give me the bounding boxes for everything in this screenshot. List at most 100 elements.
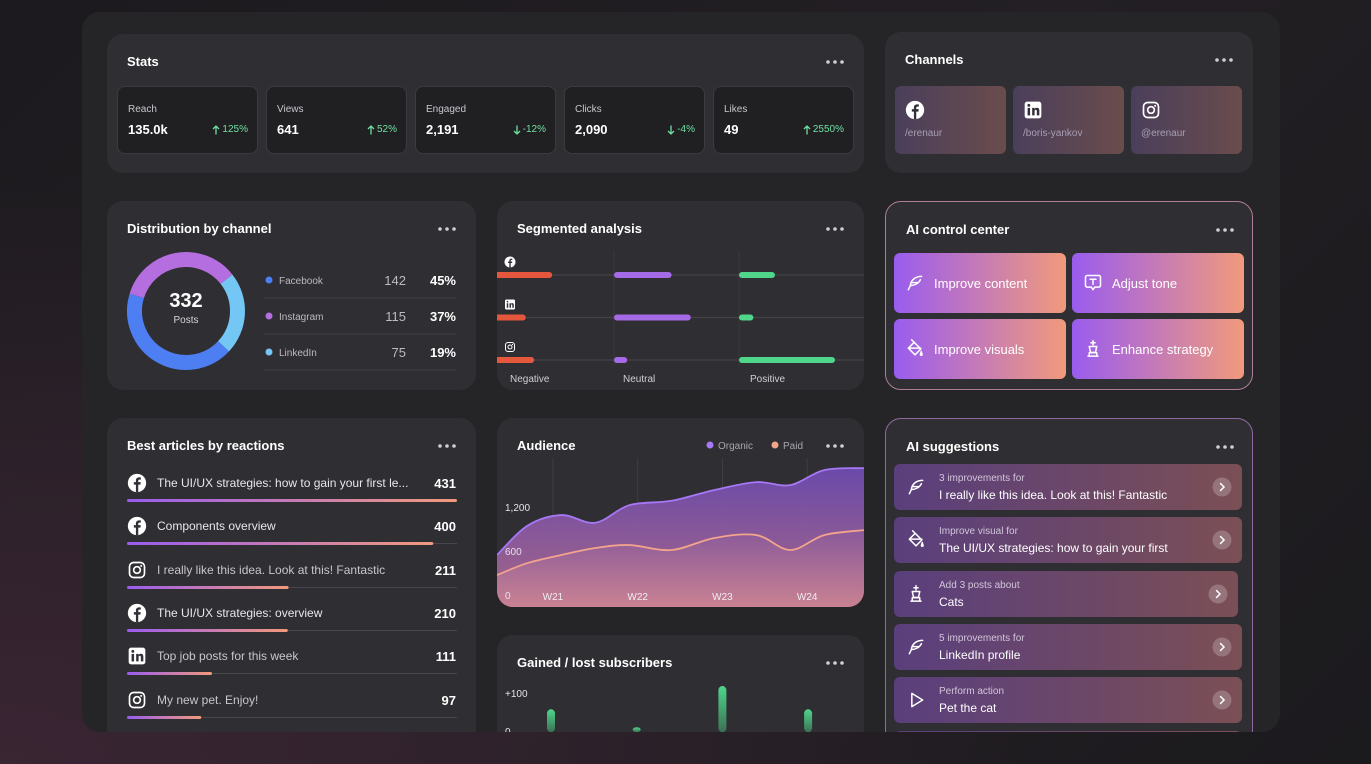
ai-action-button[interactable]: Adjust tone [1072,253,1244,313]
suggestion-item[interactable]: 3 improvements for I really like this ide… [894,464,1242,510]
menu-dot [833,60,837,64]
channel-share: 45% [430,273,456,288]
bar [804,709,813,732]
more-menu[interactable] [825,443,845,449]
sentiment-bar [614,314,691,321]
article-count: 211 [435,562,456,578]
more-menu[interactable] [1215,227,1235,233]
icon-shape [910,584,922,602]
action-label: Enhance strategy [1112,342,1214,357]
article-bar-wrap [127,672,457,676]
suggestion-item[interactable]: Perform action Pet the cat [894,677,1242,724]
more-menu[interactable] [437,443,457,449]
stat-label: Reach [128,104,157,115]
icon [1142,101,1160,119]
menu-dot [438,227,442,231]
icon-shape [509,303,514,308]
stat-tile: Reach 135.0k 125% [117,86,258,154]
chevron [1219,536,1226,545]
card-title: Audience [517,438,576,453]
chevron [1215,589,1222,598]
trend-arrow [667,125,675,135]
card: AI control center Improve content Adjust t… [885,201,1253,390]
suggestion-item[interactable]: Improve visual for The UI/UX strategies: … [894,517,1242,564]
category-label: Negative [510,374,550,385]
ai-action-button[interactable]: Improve content [894,253,1066,313]
line [497,529,864,576]
x-tick-label: W23 [712,592,733,603]
more-menu[interactable] [825,59,845,65]
suggestion-kicker: Improve visual for [939,526,1018,538]
icon-shape [133,477,141,493]
icon [908,639,924,655]
chevron-button [1212,690,1232,710]
chevron-button [1212,530,1232,550]
donut-total-label: Posts [173,315,198,326]
stat-tile: Likes 49 2550% [713,86,854,154]
card-title: Distribution by channel [127,221,272,236]
more-menu[interactable] [1214,57,1234,63]
channel-tile[interactable]: /boris-yankov [1013,86,1124,154]
y-tick-label: 600 [505,547,522,558]
icon-shape [505,342,515,352]
channel-name: Instagram [279,312,323,323]
icon-shape [907,275,923,291]
icon-shape [140,564,143,567]
suggestion-item[interactable]: Add 3 posts about Cats [894,570,1238,617]
menu-dot [1223,228,1227,232]
more-menu[interactable] [1215,444,1235,450]
x-tick-label: W24 [797,592,818,603]
article-bar [127,542,434,546]
sentiment-bar [739,314,754,321]
channel-share: 19% [430,345,456,360]
more-menu[interactable] [437,226,457,232]
menu-dot [840,661,844,665]
change-text: -12% [522,124,546,135]
stat-label: Clicks [575,104,602,115]
menu-dot [1216,228,1220,232]
icon-shape [132,565,142,574]
sentiment-bar [614,357,628,363]
card-title: Segmented analysis [517,221,642,236]
more-menu[interactable] [825,660,845,666]
article-title: Top job posts for this week [157,649,299,664]
icon [908,530,924,548]
menu-dot [1230,445,1234,449]
arrow-shape [212,124,220,134]
article-count: 400 [434,519,456,535]
article-title: I really like this idea. Look at this! F… [157,562,386,577]
category-label: Positive [750,374,785,385]
icon-shape [908,530,924,548]
ai-action-button[interactable]: Improve visuals [894,319,1066,379]
more-menu[interactable] [825,226,845,232]
menu-dot [1222,58,1226,62]
legend-dot [265,276,273,284]
icon [127,603,147,623]
icon-shape [907,339,923,356]
bar-track [127,716,457,718]
channel-tile[interactable]: @erenaur [1131,86,1242,154]
sentiment-bar [739,357,835,363]
card: AI suggestions 3 improvements for I really… [885,418,1253,732]
card: Channels/erenaur/boris-yankov @erenaur [885,32,1253,173]
action-label: Adjust tone [1112,276,1178,291]
icon-shape [1146,105,1156,115]
icon-shape [506,300,509,303]
sentiment-bar [497,314,526,321]
legend-dot [265,348,273,356]
channel-tile[interactable]: /erenaur [895,86,1006,154]
donut-total: 332 [169,290,202,312]
icon-shape [131,654,135,662]
icon [908,479,924,495]
ai-action-button[interactable]: Enhance strategy [1072,319,1244,379]
legend-label: Paid [783,441,803,452]
icon [505,342,515,352]
dashboard: Stats Reach 135.0k 125% Views 641 52% Engaged 2,… [82,12,1280,732]
stat-label: Engaged [426,104,467,115]
suggestion-item[interactable]: 5 improvements for LinkedIn profile [894,623,1242,670]
menu-dot [826,661,830,665]
icon-shape [128,561,146,578]
article-title: The UI/UX strategies: overview [157,605,323,620]
icon-shape [1027,107,1031,116]
